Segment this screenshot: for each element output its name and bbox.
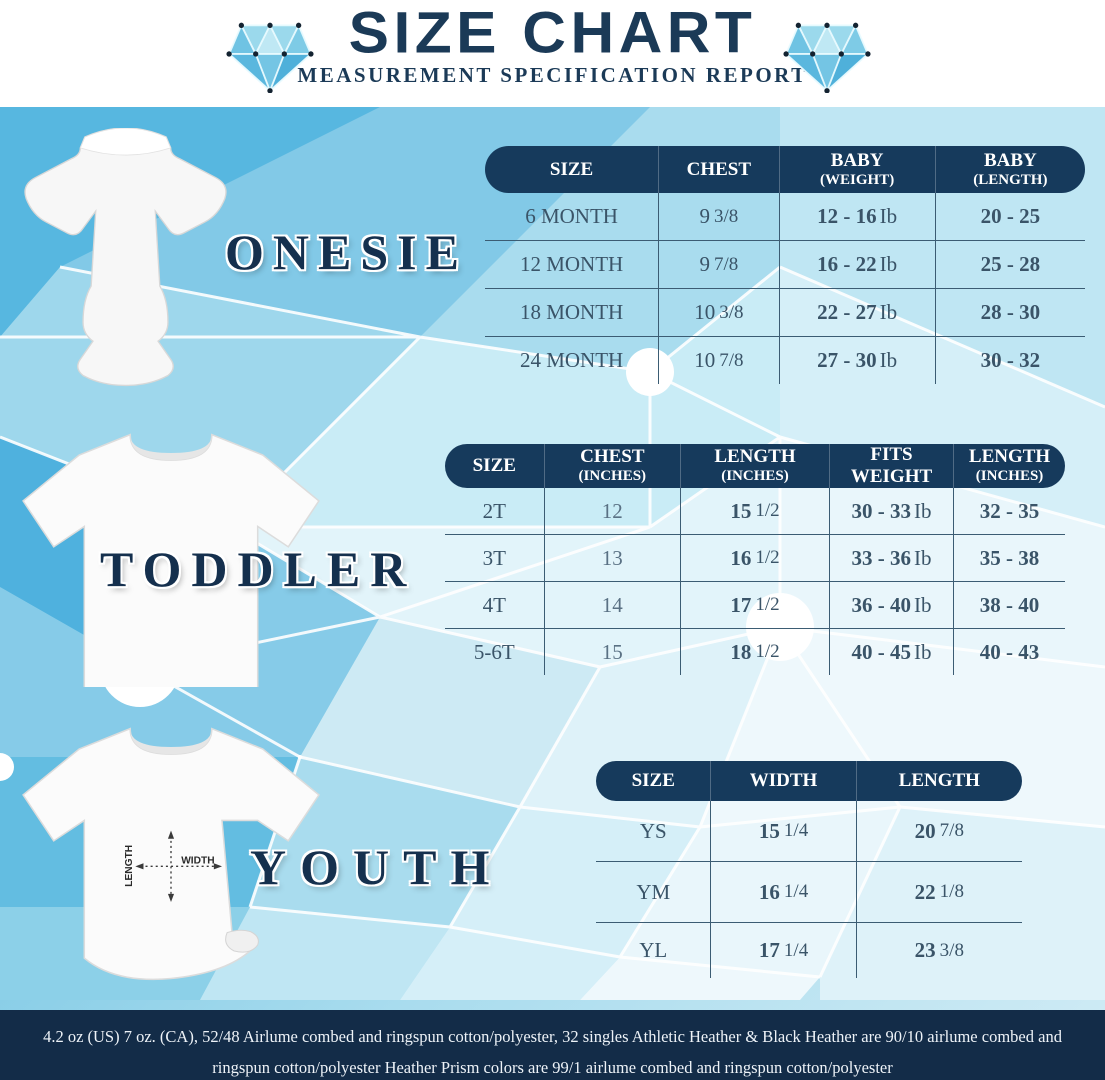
- svg-text:LENGTH: LENGTH: [124, 845, 135, 887]
- svg-text:WIDTH: WIDTH: [181, 855, 214, 866]
